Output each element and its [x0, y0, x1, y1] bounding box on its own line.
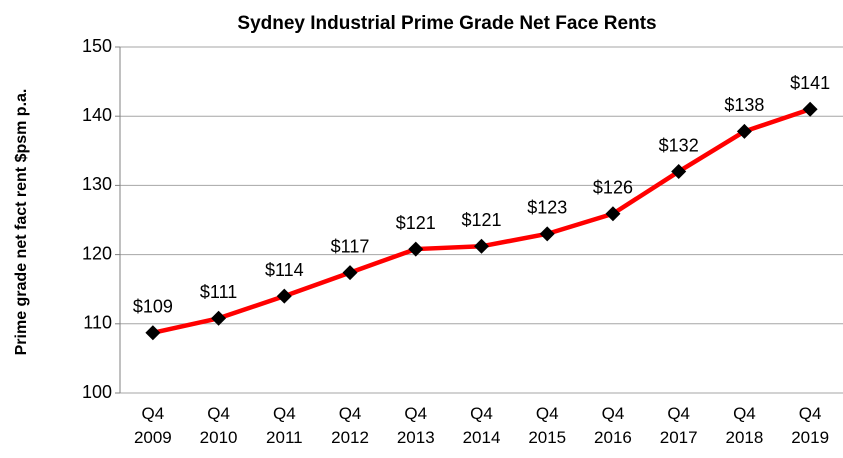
marker	[605, 206, 621, 222]
marker	[802, 101, 818, 117]
x-tick-label: Q4 2018	[725, 404, 763, 447]
marker	[474, 238, 489, 254]
data-label: $109	[133, 297, 173, 317]
x-tick-label: Q4 2012	[331, 404, 369, 447]
data-label: $141	[790, 73, 830, 93]
y-axis-label: Prime grade net fact rent $psm p.a.	[13, 89, 30, 356]
y-tick-label: 110	[83, 313, 112, 333]
data-label: $132	[659, 135, 699, 155]
data-label: $126	[593, 178, 633, 198]
x-tick-label: Q4 2017	[660, 404, 698, 447]
marker	[211, 310, 227, 326]
x-tick-label: Q4 2019	[791, 404, 829, 447]
data-label: $121	[396, 213, 436, 233]
x-tick-label: Q4 2011	[266, 404, 303, 447]
data-label: $123	[527, 198, 567, 218]
marker	[342, 265, 358, 281]
marker	[539, 226, 555, 242]
x-tick-label: Q4 2010	[200, 404, 238, 447]
y-tick-label: 130	[82, 174, 112, 194]
x-tick-label: Q4 2013	[397, 404, 435, 447]
data-label: $114	[265, 260, 304, 280]
x-tick-label: Q4 2015	[528, 404, 566, 447]
marker	[276, 288, 292, 304]
chart-title: Sydney Industrial Prime Grade Net Face R…	[237, 13, 656, 34]
y-tick-label: 100	[82, 382, 112, 402]
data-label: $138	[724, 95, 764, 115]
marker	[736, 123, 752, 139]
y-tick-label: 150	[82, 36, 112, 56]
marker	[145, 325, 161, 341]
data-label: $117	[331, 236, 370, 256]
x-tick-label: Q4 2014	[463, 404, 501, 447]
data-label: $121	[461, 210, 501, 230]
marker	[408, 241, 424, 257]
y-tick-label: 120	[82, 243, 112, 263]
y-tick-label: 140	[82, 105, 112, 125]
x-tick-label: Q4 2016	[594, 404, 632, 447]
data-label: $111	[200, 282, 237, 302]
marker	[671, 164, 687, 180]
x-tick-label: Q4 2009	[134, 404, 172, 447]
